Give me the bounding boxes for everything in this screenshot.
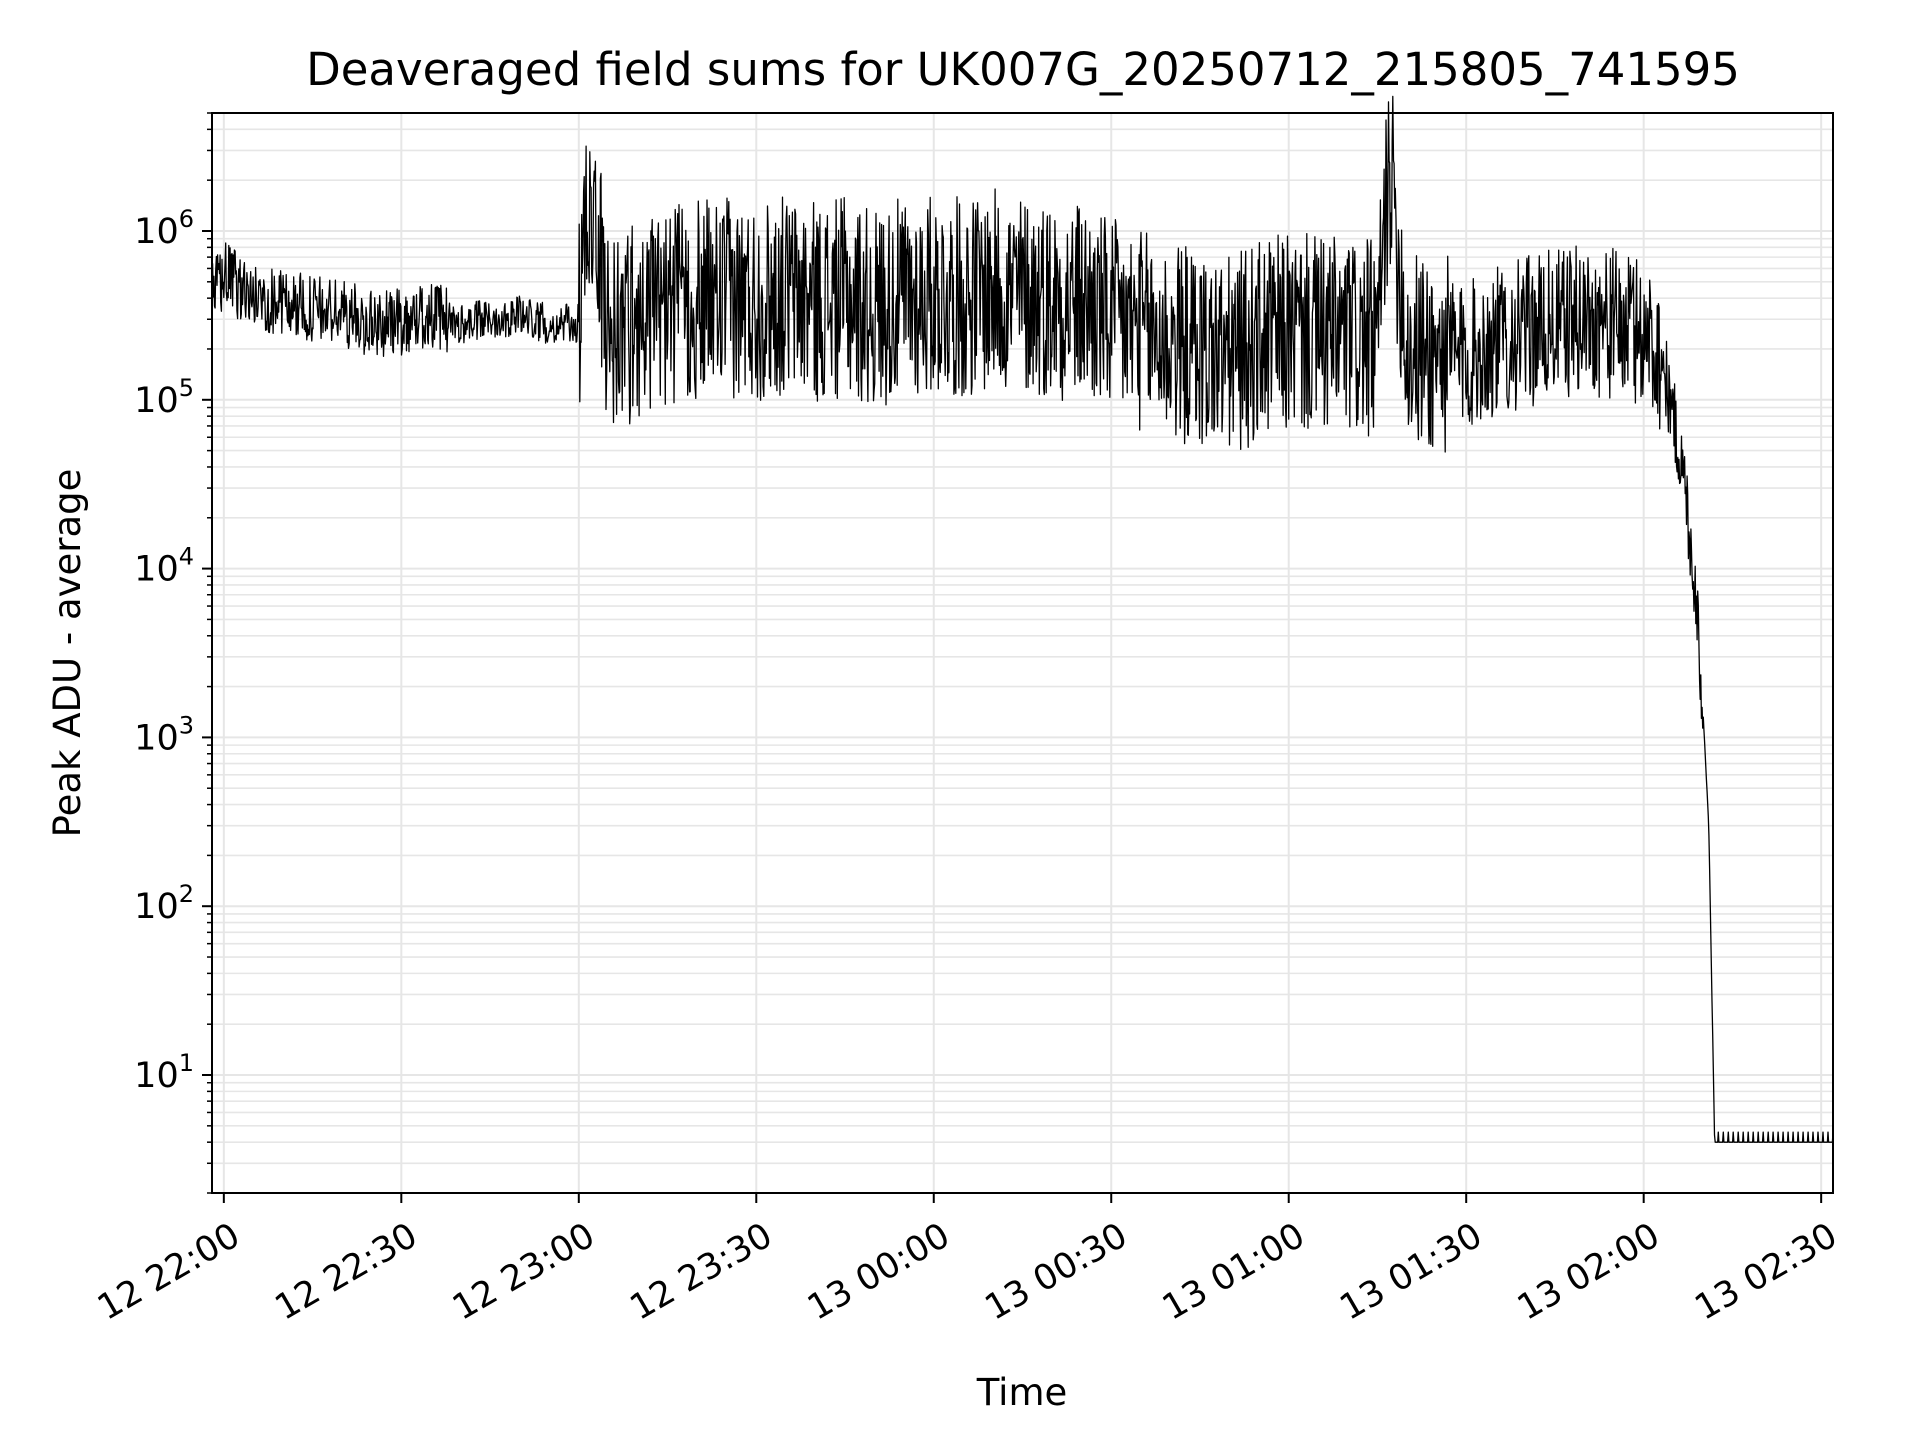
x-tick-label: 12 23:00 — [446, 1216, 602, 1329]
y-tick-label: 106 — [134, 205, 194, 252]
x-tick-label: 12 23:30 — [624, 1216, 780, 1329]
x-tick-label: 13 02:00 — [1511, 1216, 1667, 1329]
x-axis: 12 22:00 12 22:30 12 23:00 12 23:30 13 00:00… — [91, 1193, 1844, 1329]
y-tick-label: 101 — [134, 1049, 194, 1096]
chart-title: Deaveraged field sums for UK007G_2025071… — [306, 43, 1740, 96]
y-tick-label: 102 — [134, 880, 194, 927]
x-axis-label: Time — [976, 1371, 1068, 1414]
x-tick-label: 13 01:00 — [1156, 1216, 1312, 1329]
y-tick-label: 104 — [134, 543, 194, 590]
y-tick-label: 103 — [134, 711, 194, 758]
x-tick-label: 12 22:00 — [91, 1216, 247, 1329]
x-tick-label: 12 22:30 — [269, 1216, 425, 1329]
series-line — [211, 95, 1834, 1143]
plot-frame — [211, 112, 1834, 1194]
x-tick-label: 13 02:30 — [1689, 1216, 1845, 1329]
x-tick-label: 13 01:30 — [1334, 1216, 1490, 1329]
y-axis: 101 102 103 104 105 106 — [134, 112, 212, 1194]
data-series — [211, 95, 1834, 1143]
x-tick-label: 13 00:00 — [801, 1216, 957, 1329]
x-tick-label: 13 00:30 — [979, 1216, 1135, 1329]
y-tick-label: 105 — [134, 374, 194, 421]
y-axis-label: Peak ADU - average — [46, 469, 89, 838]
